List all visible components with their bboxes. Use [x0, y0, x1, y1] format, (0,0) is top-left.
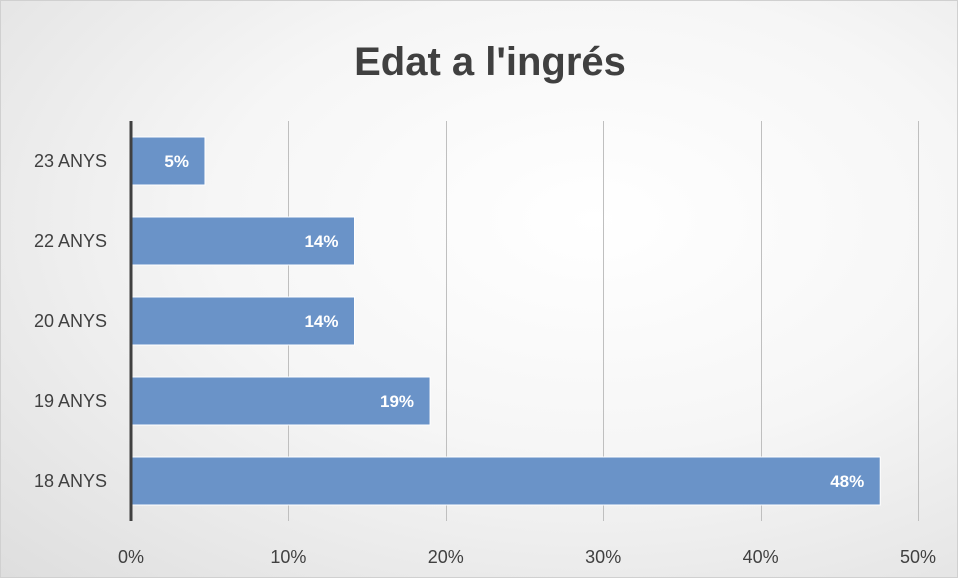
- x-tick-label: 40%: [743, 547, 779, 567]
- x-tick-label: 0%: [118, 547, 144, 567]
- y-tick-label: 18 ANYS: [34, 471, 107, 491]
- y-axis-labels: 18 ANYS 19 ANYS 20 ANYS 22 ANYS 23 ANYS: [34, 151, 107, 491]
- bar: [130, 136, 206, 186]
- bar: [130, 456, 881, 506]
- bars: [130, 136, 881, 506]
- y-tick-label: 23 ANYS: [34, 151, 107, 171]
- y-tick-label: 19 ANYS: [34, 391, 107, 411]
- gridlines: [288, 121, 919, 521]
- x-tick-label: 20%: [428, 547, 464, 567]
- y-tick-label: 22 ANYS: [34, 231, 107, 251]
- chart-title: Edat a l'ingrés: [354, 40, 626, 84]
- bar: [130, 216, 356, 266]
- data-labels: 48% 19% 14% 14% 5%: [164, 152, 864, 491]
- x-tick-label: 50%: [900, 547, 936, 567]
- data-label: 14%: [304, 232, 338, 251]
- x-axis-labels: 0% 10% 20% 30% 40% 50%: [118, 547, 936, 567]
- data-label: 14%: [304, 312, 338, 331]
- x-tick-label: 10%: [270, 547, 306, 567]
- y-tick-label: 20 ANYS: [34, 311, 107, 331]
- x-tick-label: 30%: [585, 547, 621, 567]
- data-label: 5%: [164, 152, 189, 171]
- data-label: 19%: [380, 392, 414, 411]
- data-label: 48%: [830, 472, 864, 491]
- bar: [130, 376, 431, 426]
